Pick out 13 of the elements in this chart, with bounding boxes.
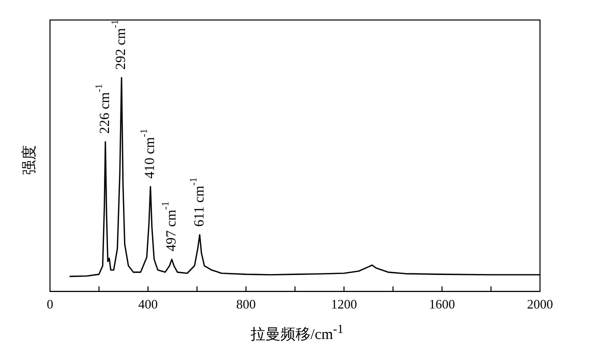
- annotation: 226 cm-1: [94, 84, 114, 134]
- x-axis-title: 拉曼频移/cm$^{-1}$: [250, 322, 344, 344]
- x-tick-label: 0: [46, 296, 54, 312]
- annotation: 410 cm-1: [139, 128, 158, 179]
- x-tick-label: 800: [236, 296, 256, 312]
- x-tick-label: 1200: [331, 296, 357, 312]
- annotation: 611 cm-1: [188, 177, 208, 227]
- y-axis-title: 强度: [20, 144, 39, 177]
- x-tick-label: 400: [138, 296, 158, 312]
- x-tick-label: 2000: [527, 296, 553, 312]
- annotation: 292 cm-1: [110, 20, 130, 70]
- annotation: 497 cm-1: [160, 201, 180, 252]
- x-tick-label: 1600: [429, 296, 455, 312]
